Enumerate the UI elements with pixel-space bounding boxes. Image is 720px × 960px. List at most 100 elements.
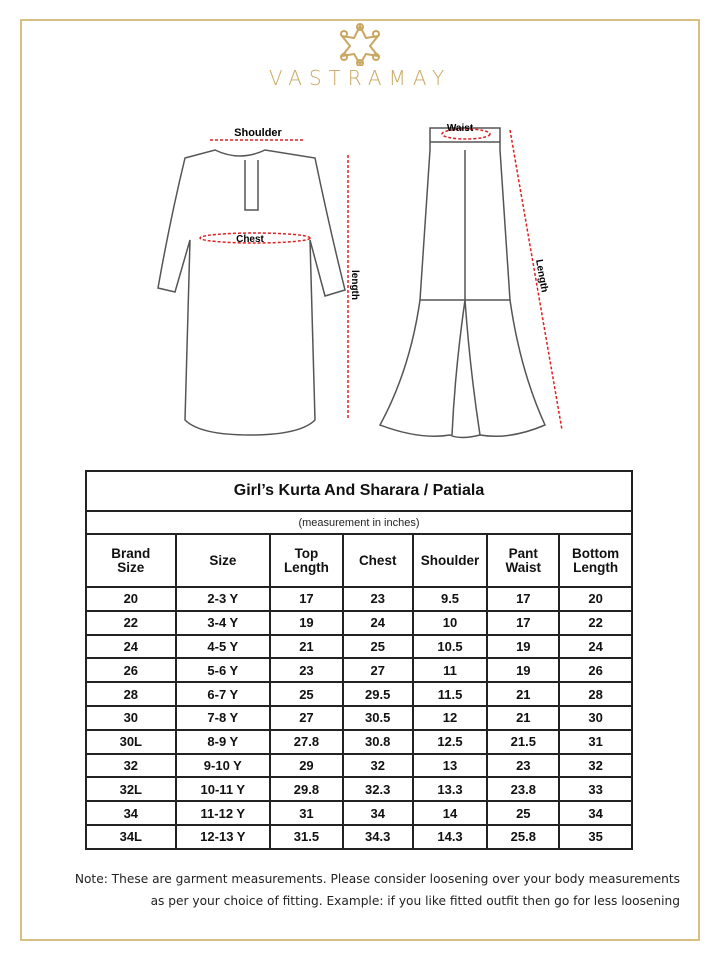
table-cell: 23.8: [486, 776, 561, 803]
size-chart-table: Girl’s Kurta And Sharara / Patiala (meas…: [85, 470, 633, 850]
table-cell: 30.8: [341, 728, 414, 755]
table-cell: 11: [411, 657, 489, 684]
chest-label: Chest: [236, 234, 264, 245]
table-cell: 29.8: [269, 776, 344, 803]
table-cell: 19: [486, 657, 561, 684]
table-cell: 20: [558, 586, 633, 612]
table-cell: 32L: [85, 776, 177, 803]
column-header-line: Waist: [505, 559, 542, 575]
table-cell: 5-6 Y: [174, 657, 272, 684]
table-cell: 12-13 Y: [174, 823, 272, 850]
column-header-line: Top: [294, 545, 319, 561]
table-cell: 26: [85, 657, 177, 684]
column-header-line: Chest: [358, 552, 397, 568]
brand-logo-icon: [339, 23, 381, 66]
table-cell: 3-4 Y: [174, 609, 272, 636]
table-row: 32L 10-11 Y 29.8 32.3 13.3 23.8 33: [85, 776, 633, 803]
table-cell: 35: [558, 823, 633, 850]
table-cell: 31: [269, 800, 344, 826]
table-cell: 30: [85, 704, 177, 731]
table-row: 32 9-10 Y 29 32 13 23 32: [85, 752, 633, 779]
kurta-outline: [157, 149, 346, 436]
table-cell: 21.5: [486, 728, 561, 755]
table-cell: 21: [486, 704, 561, 731]
table-cell: 13.3: [411, 776, 489, 803]
table-cell: 9-10 Y: [174, 752, 272, 779]
table-row: 34L 12-13 Y 31.5 34.3 14.3 25.8 35: [85, 823, 633, 850]
table-row: 30L 8-9 Y 27.8 30.8 12.5 21.5 31: [85, 728, 633, 755]
waist-label: Waist: [447, 123, 474, 134]
table-cell: 2-3 Y: [174, 586, 272, 612]
table-cell: 28: [85, 681, 177, 707]
table-title: Girl’s Kurta And Sharara / Patiala: [85, 470, 633, 512]
note-line: as per your choice of fitting. Example: …: [150, 894, 680, 908]
table-cell: 27.8: [269, 728, 344, 755]
table-cell: 34.3: [341, 823, 414, 850]
column-header-line: Shoulder: [420, 552, 480, 568]
table-cell: 33: [558, 776, 633, 803]
table-cell: 14.3: [411, 823, 489, 850]
table-cell: 34: [341, 800, 414, 826]
page-frame: [20, 19, 700, 941]
table-cell: 34L: [85, 823, 177, 850]
pant-length-label: Length: [533, 259, 550, 294]
table-cell: 34: [558, 800, 633, 826]
table-cell: 32: [85, 752, 177, 779]
column-header-line: Brand: [111, 545, 151, 561]
brand-name: VASTRAMAY: [268, 66, 452, 90]
table-cell: 7-8 Y: [174, 704, 272, 731]
table-row: 30 7-8 Y 27 30.5 12 21 30: [85, 704, 633, 731]
table-cell: 17: [486, 586, 561, 612]
table-cell: 22: [558, 609, 633, 636]
table-cell: 19: [486, 633, 561, 660]
column-header-line: Length: [573, 559, 619, 575]
table-cell: 17: [269, 586, 344, 612]
table-cell: 11.5: [411, 681, 489, 707]
table-row: 24 4-5 Y 21 25 10.5 19 24: [85, 633, 633, 660]
table-cell: 30: [558, 704, 633, 731]
table-cell: 31.5: [269, 823, 344, 850]
table-cell: 29: [269, 752, 344, 779]
column-header: Bottom Length: [558, 533, 633, 588]
table-cell: 31: [558, 728, 633, 755]
column-header: Pant Waist: [486, 533, 561, 588]
table-cell: 24: [558, 633, 633, 660]
column-header-line: Bottom: [571, 545, 620, 561]
column-header-line: Size: [209, 552, 237, 568]
table-cell: 25: [486, 800, 561, 826]
table-cell: 29.5: [341, 681, 414, 707]
table-cell: 25.8: [486, 823, 561, 850]
column-header-line: Pant: [508, 545, 538, 561]
table-cell: 22: [85, 609, 177, 636]
table-cell: 27: [341, 657, 414, 684]
table-row: 20 2-3 Y 17 23 9.5 17 20: [85, 586, 633, 612]
table-row: 22 3-4 Y 19 24 10 17 22: [85, 609, 633, 636]
table-cell: 21: [269, 633, 344, 660]
column-header: Brand Size: [85, 533, 177, 588]
table-subtitle: (measurement in inches): [85, 510, 633, 535]
table-cell: 6-7 Y: [174, 681, 272, 707]
column-header: Top Length: [269, 533, 344, 588]
column-header-line: Length: [283, 559, 329, 575]
table-cell: 34: [85, 800, 177, 826]
column-header: Shoulder: [411, 533, 489, 588]
table-cell: 32: [558, 752, 633, 779]
table-cell: 11-12 Y: [174, 800, 272, 826]
table-cell: 32.3: [341, 776, 414, 803]
table-row: 26 5-6 Y 23 27 11 19 26: [85, 657, 633, 684]
size-diagram: Shoulder Chest length Waist Length: [157, 123, 563, 439]
shoulder-label: Shoulder: [234, 127, 282, 139]
table-cell: 10-11 Y: [174, 776, 272, 803]
sharara-outline: [378, 127, 546, 439]
table-cell: 27: [269, 704, 344, 731]
table-cell: 13: [411, 752, 489, 779]
column-header-line: Size: [117, 559, 145, 575]
table-cell: 28: [558, 681, 633, 707]
table-cell: 19: [269, 609, 344, 636]
table-cell: 12: [411, 704, 489, 731]
table-cell: 4-5 Y: [174, 633, 272, 660]
table-cell: 10.5: [411, 633, 489, 660]
kurta-length-label: length: [349, 270, 360, 300]
table-cell: 20: [85, 586, 177, 612]
table-row: 28 6-7 Y 25 29.5 11.5 21 28: [85, 681, 633, 707]
